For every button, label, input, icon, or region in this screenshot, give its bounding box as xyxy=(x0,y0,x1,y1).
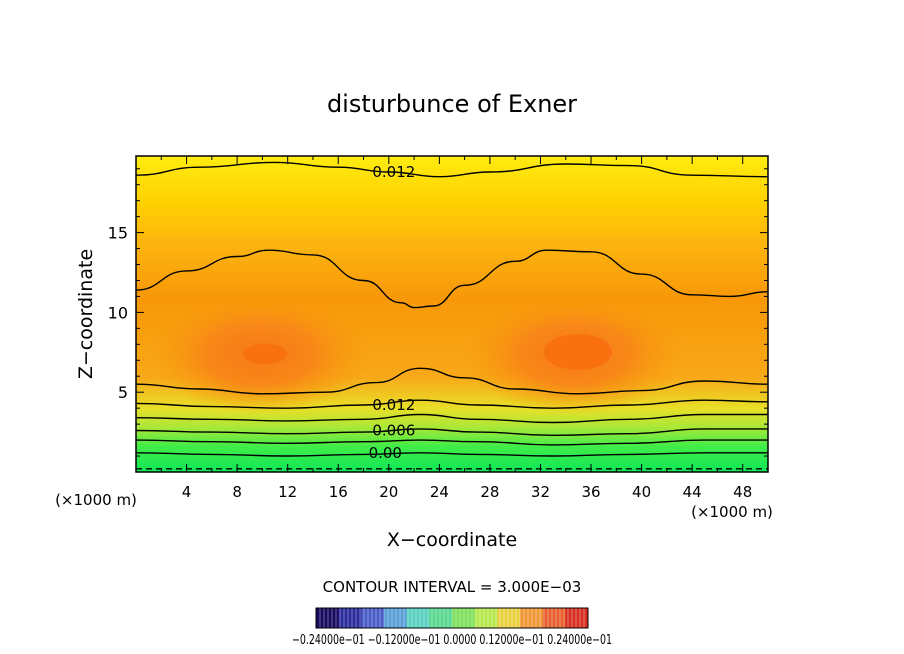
x-tick-label: 8 xyxy=(232,483,242,501)
contour-labels: 0.012 0.012 0.006 0.00 xyxy=(369,163,416,462)
colorbar-swatch xyxy=(542,608,566,628)
colorbar-swatch xyxy=(384,608,408,628)
contour-line xyxy=(136,161,768,178)
contour-label: 0.012 xyxy=(372,396,415,414)
x-axis-label: X−coordinate xyxy=(387,529,517,551)
contour-interval-label: CONTOUR INTERVAL = 3.000E−03 xyxy=(323,578,582,596)
contour-fill: 0.012 0.012 0.006 0.00 xyxy=(136,156,768,472)
y-tick-label: 10 xyxy=(108,303,128,322)
contour-lines xyxy=(136,161,768,470)
contour-label: 0.00 xyxy=(369,444,402,462)
y-axis-label: Z−coordinate xyxy=(75,249,97,379)
colorbar xyxy=(315,607,589,629)
x-tick-label: 20 xyxy=(379,483,398,501)
x-tick-label: 40 xyxy=(632,483,651,501)
colorbar-swatch xyxy=(406,608,430,628)
contour-line xyxy=(136,399,768,409)
contour-line xyxy=(136,413,768,424)
colorbar-swatch xyxy=(452,608,476,628)
x-axis-ticks: 4 8 12 16 20 24 28 32 36 40 44 48 xyxy=(160,156,752,501)
y-tick-label: 15 xyxy=(108,224,128,243)
colorbar-swatch xyxy=(565,608,589,628)
x-tick-label: 44 xyxy=(683,483,702,501)
colorbar-swatch xyxy=(497,608,521,628)
x-tick-label: 48 xyxy=(733,483,752,501)
x-tick-label: 32 xyxy=(531,483,550,501)
y-tick-label: 5 xyxy=(118,383,128,402)
contour-line xyxy=(136,439,768,446)
colorbar-tick-labels: −0.24000e−01 −0.12000e−01 0.0000 0.12000… xyxy=(292,633,612,648)
colorbar-swatch xyxy=(429,608,453,628)
colorbar-swatch xyxy=(361,608,385,628)
x-unit-label-right: (×1000 m) xyxy=(691,503,773,521)
contour-line xyxy=(136,428,768,437)
colorbar-swatch xyxy=(316,608,340,628)
x-tick-label: 4 xyxy=(182,483,192,501)
y-axis-ticks: 5 10 15 xyxy=(108,168,768,457)
contour-line xyxy=(136,367,768,395)
x-tick-label: 36 xyxy=(581,483,600,501)
colorbar-frame xyxy=(315,607,589,629)
plot-frame xyxy=(135,155,769,473)
chart-title: disturbunce of Exner xyxy=(327,90,577,118)
x-tick-label: 16 xyxy=(329,483,348,501)
x-unit-label-left: (×1000 m) xyxy=(55,491,137,509)
contour-line xyxy=(136,452,768,457)
x-tick-label: 12 xyxy=(278,483,297,501)
x-tick-label: 24 xyxy=(430,483,449,501)
contour-label: 0.006 xyxy=(372,422,415,440)
colorbar-swatch xyxy=(520,608,544,628)
contour-line xyxy=(136,249,768,309)
contour-label: 0.012 xyxy=(372,163,415,181)
x-tick-label: 28 xyxy=(480,483,499,501)
colorbar-swatch xyxy=(474,608,498,628)
colorbar-swatch xyxy=(338,608,362,628)
